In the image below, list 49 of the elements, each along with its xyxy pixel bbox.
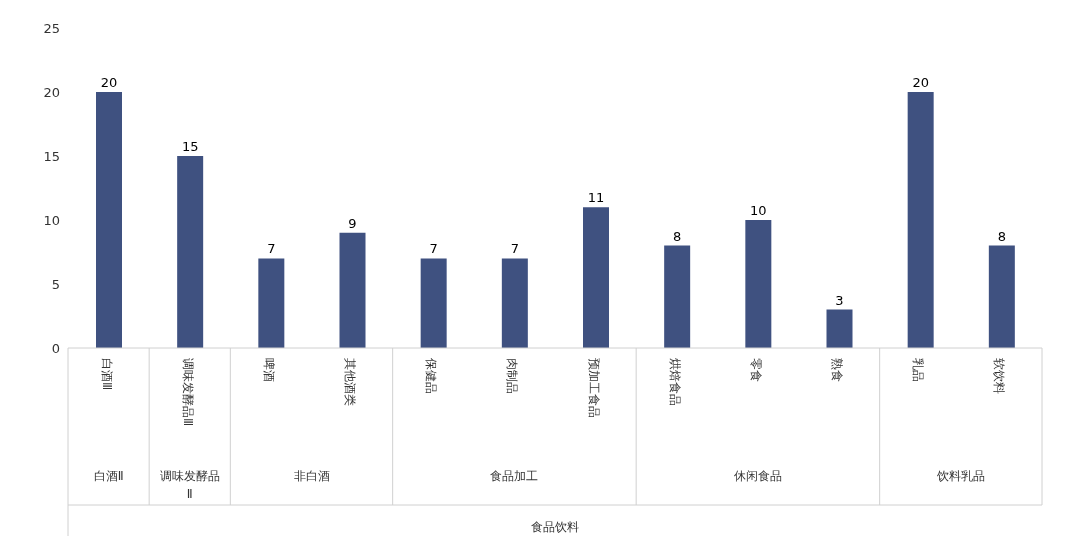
text: 非白酒 xyxy=(293,469,330,483)
data-label: 15 xyxy=(181,139,199,154)
data-label: 8 xyxy=(673,228,682,244)
x-tick-label: 熟食 xyxy=(830,358,845,382)
y-tick-label: 5 xyxy=(51,276,60,292)
bar xyxy=(988,245,1015,348)
x-tick-label: 预加工食品 xyxy=(586,358,601,418)
bar xyxy=(339,232,366,348)
data-label: 7 xyxy=(267,241,276,257)
text: 休闲食品 xyxy=(733,469,782,483)
bar xyxy=(745,220,772,348)
data-label: 10 xyxy=(750,203,767,218)
data-label: 7 xyxy=(510,241,519,257)
x-tick-label: 保健品 xyxy=(424,358,439,394)
bar xyxy=(583,207,609,348)
x-tick-label: 软饮料 xyxy=(992,358,1007,394)
x-tick-label: 调味发酵品Ⅲ xyxy=(180,358,195,427)
x-tick-label: 烘焙食品 xyxy=(667,358,682,406)
x-tick-label: 啤酒 xyxy=(261,358,276,382)
bar xyxy=(664,245,691,348)
text: 调味发酵品Ⅱ xyxy=(159,469,220,501)
x-tick-label: 其他酒类 xyxy=(343,358,358,406)
data-label: 20 xyxy=(912,75,929,90)
bar xyxy=(420,258,447,348)
text: 白酒Ⅱ xyxy=(93,469,124,483)
bar xyxy=(907,92,934,348)
data-label: 7 xyxy=(429,241,438,257)
data-label: 3 xyxy=(835,292,844,308)
x-tick-label: 零食 xyxy=(748,358,763,382)
y-tick-label: 15 xyxy=(43,148,60,164)
y-tick-label: 25 xyxy=(43,20,60,36)
text: 食品饮料 xyxy=(531,520,579,534)
data-label: 20 xyxy=(100,75,118,90)
bar xyxy=(177,156,204,348)
text: 饮料乳品 xyxy=(935,469,985,483)
bar xyxy=(96,92,122,348)
data-label: 9 xyxy=(348,215,357,231)
y-tick-label: 20 xyxy=(43,84,60,100)
data-label: 11 xyxy=(587,190,605,206)
bar xyxy=(258,258,285,348)
bar xyxy=(826,309,853,348)
data-label: 8 xyxy=(997,228,1006,244)
x-tick-label: 肉制品 xyxy=(505,358,520,394)
y-tick-label: 10 xyxy=(43,212,60,228)
x-tick-label: 乳品 xyxy=(911,358,926,382)
bar xyxy=(501,258,528,348)
text: 食品加工 xyxy=(490,469,539,483)
x-tick-label: 白酒Ⅲ xyxy=(99,358,114,391)
y-tick-label: 0 xyxy=(51,340,60,356)
